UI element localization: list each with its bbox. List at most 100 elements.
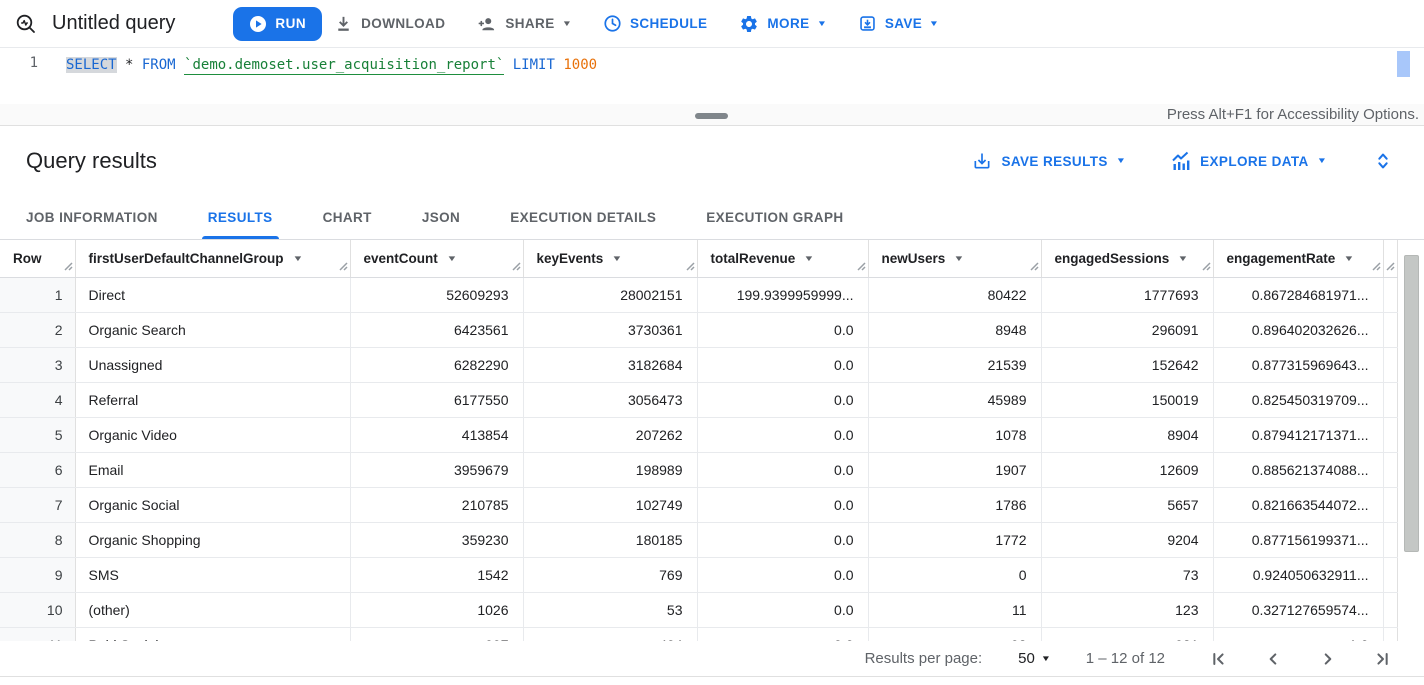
page-size-dropdown[interactable]: 50 ▼ <box>1018 650 1051 667</box>
tab-execution-graph[interactable]: EXECUTION GRAPH <box>706 210 844 225</box>
column-header-new-users[interactable]: newUsers ▼ <box>868 240 1042 278</box>
value-cell: 0.867284681971... <box>1213 277 1384 313</box>
explore-data-button[interactable]: EXPLORE DATA ▼ <box>1171 151 1327 171</box>
previous-page-button[interactable] <box>1262 648 1284 670</box>
tab-json[interactable]: JSON <box>421 210 461 225</box>
first-page-button[interactable] <box>1207 648 1229 670</box>
sql-keyword-from: FROM <box>141 57 185 73</box>
save-results-button[interactable]: SAVE RESULTS ▼ <box>972 151 1126 171</box>
value-cell: 0.825450319709... <box>1213 382 1384 418</box>
tab-execution-details[interactable]: EXECUTION DETAILS <box>510 210 657 225</box>
value-cell: 0.0 <box>697 417 869 453</box>
column-header-engagement-rate[interactable]: engagementRate ▼ <box>1213 240 1384 278</box>
run-button[interactable]: RUN <box>233 6 323 41</box>
column-header-engaged-sessions[interactable]: engagedSessions ▼ <box>1041 240 1214 278</box>
column-resize-grip[interactable] <box>1371 259 1381 274</box>
column-menu-icon[interactable]: ▼ <box>446 253 458 263</box>
column-resize-grip[interactable] <box>1029 259 1039 274</box>
value-cell: 0.0 <box>697 592 869 628</box>
value-cell: 150019 <box>1041 382 1214 418</box>
value-cell: 93 <box>868 627 1042 641</box>
column-menu-icon[interactable]: ▼ <box>803 253 815 263</box>
results-table-area: Row firstUserDefaultChannelGroup ▼ eventC… <box>0 240 1424 641</box>
query-magnifier-icon <box>14 12 38 36</box>
column-menu-icon[interactable]: ▼ <box>1343 253 1355 263</box>
table-row: 6 Email 3959679 198989 0.0 1907 12609 0.8856213… <box>0 452 1398 488</box>
column-menu-icon[interactable]: ▼ <box>611 253 623 263</box>
column-resize-grip[interactable] <box>856 259 866 274</box>
value-cell: 21539 <box>868 347 1042 383</box>
value-cell: 8948 <box>868 312 1042 348</box>
value-cell: 0.877315969643... <box>1213 347 1384 383</box>
value-cell: 210785 <box>350 487 524 523</box>
row-number-cell: 7 <box>0 487 76 523</box>
value-cell: 1542 <box>350 557 524 593</box>
sql-table-reference[interactable]: `demo.demoset.user_acquisition_report` <box>184 57 505 75</box>
download-button[interactable]: DOWNLOAD <box>334 14 445 33</box>
column-resize-grip[interactable] <box>1385 259 1395 274</box>
value-cell: 9204 <box>1041 522 1214 558</box>
query-results-header: Query results SAVE RESULTS ▼ <box>0 126 1424 196</box>
row-number-cell: 11 <box>0 627 76 641</box>
value-cell: 11 <box>868 592 1042 628</box>
value-cell: 180185 <box>523 522 698 558</box>
query-toolbar: Untitled query RUN DOWNLOAD <box>0 0 1424 48</box>
column-resize-grip[interactable] <box>511 259 521 274</box>
download-icon <box>334 14 353 33</box>
share-label: SHARE <box>505 16 555 31</box>
tab-job-information[interactable]: JOB INFORMATION <box>26 210 158 225</box>
column-header-key-events[interactable]: keyEvents ▼ <box>523 240 698 278</box>
value-cell: 5657 <box>1041 487 1214 523</box>
value-cell: 8904 <box>1041 417 1214 453</box>
value-cell: 80422 <box>868 277 1042 313</box>
explore-data-label: EXPLORE DATA <box>1200 153 1309 169</box>
column-header-stub <box>1383 240 1398 278</box>
value-cell: 1777693 <box>1041 277 1214 313</box>
results-table: Row firstUserDefaultChannelGroup ▼ eventC… <box>0 240 1398 641</box>
sql-code-line[interactable]: SELECT * FROM `demo.demoset.user_acquisi… <box>66 55 597 75</box>
column-header-event-count[interactable]: eventCount ▼ <box>350 240 524 278</box>
tab-results[interactable]: RESULTS <box>183 196 298 239</box>
value-cell: 296091 <box>1041 312 1214 348</box>
share-button[interactable]: SHARE ▼ <box>477 14 572 34</box>
row-number-cell: 3 <box>0 347 76 383</box>
column-menu-icon[interactable]: ▼ <box>1177 253 1189 263</box>
last-page-button[interactable] <box>1372 648 1394 670</box>
column-resize-grip[interactable] <box>1201 259 1211 274</box>
accessibility-hint: Press Alt+F1 for Accessibility Options. <box>1166 106 1419 123</box>
unfold-more-icon[interactable] <box>1372 150 1394 172</box>
table-row: 9 SMS 1542 769 0.0 0 73 0.924050632911... <box>0 557 1398 593</box>
value-cell: 1786 <box>868 487 1042 523</box>
column-resize-grip[interactable] <box>63 259 73 274</box>
channel-group-cell: Unassigned <box>75 347 351 383</box>
chevron-down-icon: ▼ <box>816 18 828 28</box>
table-scrollbar-thumb[interactable] <box>1404 255 1419 552</box>
more-button[interactable]: MORE ▼ <box>739 14 828 34</box>
column-menu-icon[interactable]: ▼ <box>291 253 304 263</box>
value-cell: 6423561 <box>350 312 524 348</box>
value-cell: 6282290 <box>350 347 524 383</box>
save-icon <box>858 14 877 33</box>
schedule-label: SCHEDULE <box>629 16 708 31</box>
save-results-icon <box>972 151 992 171</box>
column-resize-grip[interactable] <box>338 259 348 274</box>
table-row: 4 Referral 6177550 3056473 0.0 45989 150019 0.8… <box>0 382 1398 418</box>
editor-scrollbar-thumb[interactable] <box>1397 51 1410 77</box>
sql-editor[interactable]: 1 SELECT * FROM `demo.demoset.user_acqui… <box>0 48 1424 104</box>
save-button[interactable]: SAVE ▼ <box>858 14 939 33</box>
column-resize-grip[interactable] <box>685 259 695 274</box>
column-header-channel-group[interactable]: firstUserDefaultChannelGroup ▼ <box>75 240 351 278</box>
column-header-total-revenue[interactable]: totalRevenue ▼ <box>697 240 869 278</box>
column-menu-icon[interactable]: ▼ <box>953 253 965 263</box>
next-page-button[interactable] <box>1317 648 1339 670</box>
tab-chart[interactable]: CHART <box>322 210 372 225</box>
splitter-drag-handle[interactable] <box>695 113 728 119</box>
row-number-cell: 5 <box>0 417 76 453</box>
stub-cell <box>1383 417 1398 453</box>
row-number-cell: 6 <box>0 452 76 488</box>
table-row: 2 Organic Search 6423561 3730361 0.0 8948 2960… <box>0 312 1398 348</box>
value-cell: 931 <box>1041 627 1214 641</box>
run-label: RUN <box>275 16 307 31</box>
accessibility-bar: Press Alt+F1 for Accessibility Options. <box>0 104 1424 126</box>
schedule-button[interactable]: SCHEDULE <box>603 14 707 33</box>
